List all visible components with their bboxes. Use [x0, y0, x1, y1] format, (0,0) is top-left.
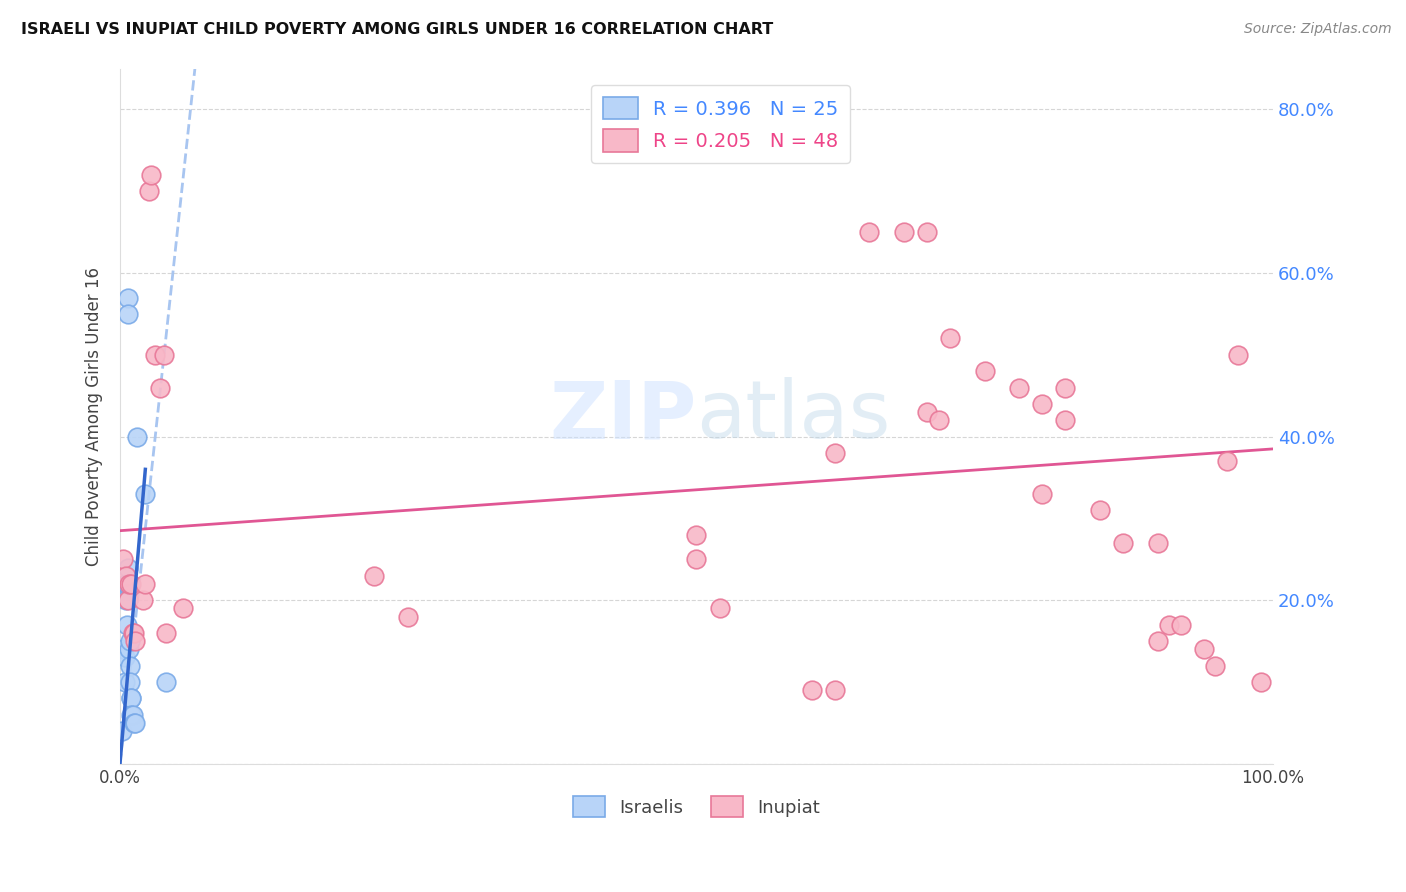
Point [1088, 503, 1111, 517]
Point [172, 601, 194, 615]
Point [114, 593, 136, 607]
Point [121, 707, 143, 722]
Point [973, 364, 995, 378]
Point [117, 560, 139, 574]
Point [112, 552, 135, 566]
Point [117, 593, 139, 607]
Point [1204, 658, 1226, 673]
Point [124, 715, 146, 730]
Point [120, 658, 142, 673]
Text: atlas: atlas [696, 377, 891, 455]
Point [939, 331, 962, 345]
Text: ZIP: ZIP [550, 377, 696, 455]
Point [118, 577, 141, 591]
Point [122, 715, 145, 730]
Point [117, 307, 139, 321]
Legend: Israelis, Inupiat: Israelis, Inupiat [565, 789, 828, 824]
Point [152, 348, 174, 362]
Point [132, 593, 155, 607]
Point [121, 707, 143, 722]
Text: Source: ZipAtlas.com: Source: ZipAtlas.com [1244, 22, 1392, 37]
Point [1031, 397, 1053, 411]
Point [1008, 380, 1031, 394]
Point [824, 446, 846, 460]
Point [121, 577, 143, 591]
Point [139, 168, 162, 182]
Point [1112, 536, 1135, 550]
Point [114, 568, 136, 582]
Point [121, 691, 143, 706]
Point [1227, 348, 1250, 362]
Point [928, 413, 950, 427]
Point [124, 634, 146, 648]
Point [121, 626, 143, 640]
Point [915, 405, 938, 419]
Point [1054, 380, 1077, 394]
Point [824, 683, 846, 698]
Point [122, 626, 145, 640]
Point [114, 577, 136, 591]
Point [1216, 454, 1239, 468]
Point [115, 577, 138, 591]
Point [114, 675, 136, 690]
Point [1146, 634, 1168, 648]
Point [915, 225, 938, 239]
Point [111, 724, 134, 739]
Point [363, 568, 385, 582]
Point [1031, 487, 1053, 501]
Y-axis label: Child Poverty Among Girls Under 16: Child Poverty Among Girls Under 16 [86, 267, 103, 566]
Point [121, 691, 143, 706]
Point [120, 634, 142, 648]
Point [127, 429, 149, 443]
Point [120, 675, 142, 690]
Point [1054, 413, 1077, 427]
Point [1170, 617, 1192, 632]
Point [685, 528, 707, 542]
Point [114, 650, 136, 665]
Point [155, 626, 177, 640]
Point [134, 487, 156, 501]
Point [143, 348, 166, 362]
Point [138, 184, 160, 198]
Point [800, 683, 823, 698]
Point [1159, 617, 1181, 632]
Point [396, 609, 419, 624]
Point [134, 577, 156, 591]
Point [115, 617, 138, 632]
Point [149, 380, 172, 394]
Point [117, 291, 139, 305]
Point [118, 577, 141, 591]
Point [893, 225, 915, 239]
Point [709, 601, 731, 615]
Point [685, 552, 707, 566]
Point [112, 642, 135, 657]
Point [1250, 675, 1272, 690]
Point [1146, 536, 1168, 550]
Point [858, 225, 880, 239]
Point [118, 642, 141, 657]
Text: ISRAELI VS INUPIAT CHILD POVERTY AMONG GIRLS UNDER 16 CORRELATION CHART: ISRAELI VS INUPIAT CHILD POVERTY AMONG G… [21, 22, 773, 37]
Point [1192, 642, 1215, 657]
Point [155, 675, 177, 690]
